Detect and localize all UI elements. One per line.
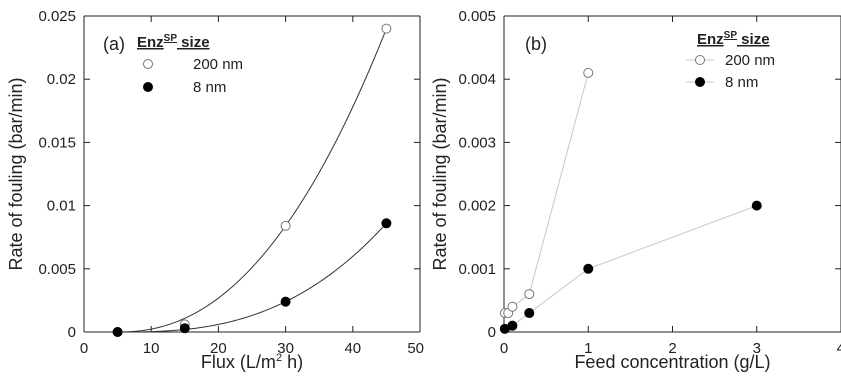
- x-tick-label: 3: [753, 340, 761, 357]
- legend-entry: 8 nm: [193, 79, 226, 96]
- data-point: [751, 200, 762, 211]
- x-tick-label: 10: [143, 340, 160, 357]
- x-tick-label: 50: [407, 340, 424, 357]
- y-axis-title: Rate of fouling (bar/min): [6, 77, 26, 270]
- panel-label: (a): [103, 34, 125, 54]
- legend-title-sup: SP: [724, 30, 738, 41]
- x-tick-label: 2: [668, 340, 676, 357]
- fit-curve: [117, 28, 387, 333]
- legend-entry: 200 nm: [725, 52, 775, 69]
- x-tick-label: 40: [344, 340, 361, 357]
- y-tick-label: 0.005: [38, 261, 76, 278]
- legend-entry: 8 nm: [725, 74, 758, 91]
- data-point: [112, 327, 123, 337]
- legend-marker: [143, 59, 153, 69]
- legend-marker: [695, 55, 705, 65]
- data-point: [524, 308, 535, 319]
- x-axis-title: Feed concentration (g/L): [574, 352, 770, 372]
- legend-title-tail: size: [737, 31, 770, 48]
- y-tick-label: 0.004: [458, 71, 496, 88]
- y-tick-label: 0: [488, 324, 496, 341]
- data-point: [280, 296, 291, 307]
- data-point: [507, 301, 518, 312]
- data-point: [507, 320, 518, 331]
- legend-title: EnzSP size: [697, 30, 770, 48]
- y-tick-label: 0.005: [458, 8, 496, 25]
- legend-title-tail: size: [177, 34, 210, 51]
- y-tick-label: 0: [68, 324, 76, 341]
- panel-label: (b): [525, 34, 547, 54]
- y-tick-label: 0.001: [458, 261, 496, 278]
- panel-a: 0 10 20 30 40 50 0 0.005 0.01 0.015 0.02 0.025 Flux …: [6, 8, 424, 372]
- legend-title-sup: SP: [164, 33, 178, 44]
- fit-curve: [117, 222, 387, 333]
- data-point: [179, 323, 190, 334]
- data-point: [280, 220, 291, 231]
- series-line: [504, 72, 589, 314]
- data-point: [583, 263, 594, 274]
- y-tick-label: 0.01: [47, 198, 76, 215]
- x-tick-label: 20: [210, 340, 227, 357]
- data-point: [381, 218, 392, 229]
- legend-title: EnzSP size: [137, 33, 210, 51]
- legend-marker: [695, 77, 705, 87]
- x-axis-title-sup: 2: [276, 352, 282, 364]
- y-tick-label: 0.002: [458, 198, 496, 215]
- x-axis-title-tail: h): [282, 352, 303, 372]
- data-point: [381, 23, 392, 34]
- x-tick-label: 1: [584, 340, 592, 357]
- y-tick-label: 0.025: [38, 8, 76, 25]
- legend-entry: 200 nm: [193, 56, 243, 73]
- x-tick-label: 30: [277, 340, 294, 357]
- legend-marker: [143, 82, 153, 92]
- y-axis-title: Rate of fouling (bar/min): [430, 77, 450, 270]
- y-tick-label: 0.003: [458, 134, 496, 151]
- x-tick-label: 4: [837, 340, 841, 357]
- data-point: [524, 289, 535, 300]
- series-line: [504, 205, 757, 330]
- x-axis-title: Flux (L/m2 h): [201, 352, 303, 372]
- x-tick-label: 0: [500, 340, 508, 357]
- y-tick-label: 0.015: [38, 134, 76, 151]
- data-point: [583, 67, 594, 78]
- panel-b: 0 1 2 3 4 0 0.001 0.002 0.003 0.004 0.005 Feed conc…: [430, 8, 841, 372]
- y-tick-label: 0.02: [47, 71, 76, 88]
- x-tick-label: 0: [80, 340, 88, 357]
